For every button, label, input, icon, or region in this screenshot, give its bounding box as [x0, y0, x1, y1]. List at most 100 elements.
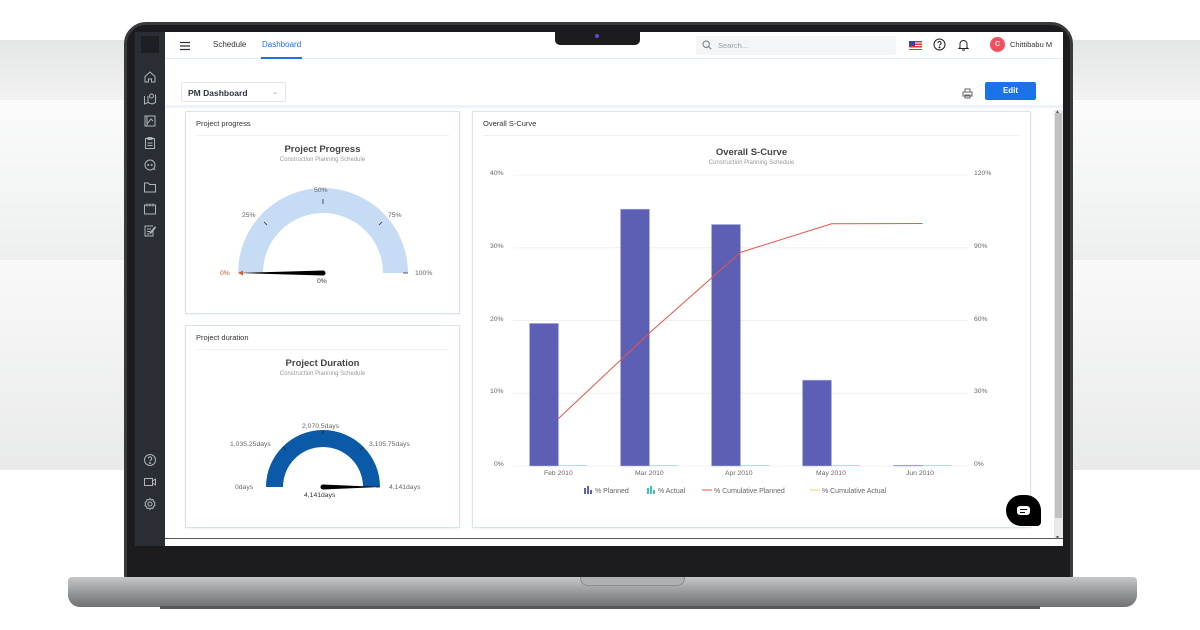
map-icon[interactable]	[143, 92, 157, 106]
us-flag-icon[interactable]	[909, 41, 922, 50]
progress-gauge	[238, 188, 408, 276]
vertical-scrollbar[interactable]: ▲ ▼	[1054, 109, 1063, 546]
legend-label: % Cumulative Actual	[821, 488, 887, 495]
x-axis-label: Jun 2010	[906, 470, 934, 477]
y-axis-left-label: 0%	[494, 461, 504, 468]
line-icon	[702, 489, 712, 491]
chat-icon[interactable]	[143, 158, 157, 172]
bottom-strip	[165, 538, 1063, 546]
line-cumulative-planned[interactable]	[558, 223, 923, 419]
y-axis-right-label: 60%	[974, 316, 988, 323]
bar-planned[interactable]	[802, 379, 832, 467]
dashboard-select[interactable]: PM Dashboard ⌄	[181, 82, 286, 102]
bar-actual[interactable]	[922, 465, 952, 466]
bar-planned[interactable]	[711, 224, 741, 467]
laptop-opening-notch	[580, 577, 685, 586]
drawing-icon[interactable]	[143, 114, 157, 128]
camera-icon	[595, 34, 599, 38]
legend-cumulative-planned[interactable]: % Cumulative Planned	[702, 486, 785, 495]
active-tab-indicator	[261, 57, 302, 59]
user-name[interactable]: Chittibabu M	[1010, 40, 1053, 49]
notification-bell-icon[interactable]	[957, 38, 970, 51]
x-axis-label: Apr 2010	[725, 470, 753, 477]
card-header: Overall S-Curve	[483, 119, 537, 128]
chart-legend: % Planned % Actual % Cumulative Planned …	[584, 486, 924, 498]
bar-chart-icon	[584, 486, 592, 494]
bar-actual[interactable]	[558, 465, 588, 466]
divider	[196, 349, 449, 350]
help-icon[interactable]	[933, 38, 946, 51]
divider	[196, 135, 449, 136]
legend-planned[interactable]: % Planned	[584, 486, 629, 495]
gauge-tick-label: 2,070.5days	[302, 423, 340, 430]
s-curve-chart	[513, 174, 968, 467]
scrollbar-thumb[interactable]	[1055, 113, 1062, 518]
chart-subtitle: Construction Planning Schedule	[708, 160, 795, 166]
chat-support-button[interactable]	[1006, 495, 1041, 526]
y-axis-right-label: 90%	[974, 243, 988, 250]
chart-title: Project Progress	[284, 144, 361, 155]
y-axis-left-label: 40%	[490, 170, 504, 177]
gauge-value: 4,141days	[304, 492, 336, 499]
gauge-value: 0%	[317, 278, 327, 285]
s-curve-card: Overall S-Curve Overall S-Curve Construc…	[472, 111, 1031, 528]
folder-icon[interactable]	[143, 180, 157, 194]
chart-title: Project Duration	[285, 358, 360, 369]
y-axis-left-label: 30%	[490, 243, 504, 250]
legend-label: % Planned	[594, 488, 629, 495]
x-axis-label: Mar 2010	[635, 470, 664, 477]
search-icon	[702, 40, 712, 50]
help-icon[interactable]	[143, 453, 157, 467]
tab-schedule[interactable]: Schedule	[213, 40, 247, 49]
gauge-tick-label: 25%	[242, 212, 256, 219]
search-input[interactable]: Search...	[696, 36, 896, 55]
x-axis-label: May 2010	[816, 470, 846, 477]
scroll-up-icon[interactable]: ▲	[1055, 109, 1060, 115]
edit-button[interactable]: Edit	[985, 82, 1036, 100]
gauge-tick-label: 75%	[388, 212, 402, 219]
legend-label: % Actual	[657, 488, 686, 495]
settings-icon[interactable]	[143, 497, 157, 511]
legend-label: % Cumulative Planned	[713, 488, 785, 495]
bar-actual[interactable]	[831, 465, 861, 466]
gauge-tick-label: 4,141days	[389, 484, 421, 491]
duration-gauge	[266, 430, 380, 490]
app-logo[interactable]	[141, 36, 159, 53]
chevron-down-icon: ⌄	[272, 89, 278, 96]
sidebar	[135, 32, 165, 546]
bar-chart-icon	[647, 486, 655, 494]
legend-actual[interactable]: % Actual	[647, 486, 685, 495]
tab-dashboard[interactable]: Dashboard	[262, 40, 302, 49]
legend-cumulative-actual[interactable]: % Cumulative Actual	[810, 486, 886, 495]
bar-planned[interactable]	[529, 323, 559, 467]
chart-title: Overall S-Curve	[715, 147, 788, 158]
print-icon[interactable]	[962, 88, 973, 99]
y-axis-right-label: 120%	[974, 170, 992, 177]
bar-actual[interactable]	[740, 465, 770, 466]
card-header: Project duration	[196, 333, 249, 342]
dashboard-toolbar: PM Dashboard ⌄ Edit	[165, 60, 1063, 108]
home-icon[interactable]	[143, 70, 157, 84]
gauge-tick-label: 1,035.25days	[230, 441, 271, 448]
menu-icon[interactable]	[179, 39, 191, 51]
gauge-tick-label: 0%	[220, 270, 230, 277]
chat-bubble-icon	[1017, 506, 1030, 515]
y-axis-right-label: 0%	[974, 461, 984, 468]
card-header: Project progress	[196, 119, 251, 128]
calendar-icon[interactable]	[143, 202, 157, 216]
video-icon[interactable]	[143, 475, 157, 489]
bar-actual[interactable]	[649, 465, 679, 466]
project-progress-card: Project progress Project Progress Constr…	[185, 111, 460, 314]
gauge-tick-label: 50%	[314, 187, 328, 194]
edit-form-icon[interactable]	[143, 224, 157, 238]
project-duration-card: Project duration Project Duration Constr…	[185, 325, 460, 528]
divider	[483, 135, 1020, 136]
line-icon	[810, 489, 820, 491]
gauge-tick-label: 100%	[415, 270, 433, 277]
clipboard-icon[interactable]	[143, 136, 157, 150]
laptop-foot	[160, 606, 1040, 609]
camera-notch	[555, 28, 640, 45]
chart-subtitle: Construction Planning Schedule	[279, 157, 366, 163]
x-axis-label: Feb 2010	[544, 470, 573, 477]
avatar[interactable]: C	[990, 37, 1005, 52]
